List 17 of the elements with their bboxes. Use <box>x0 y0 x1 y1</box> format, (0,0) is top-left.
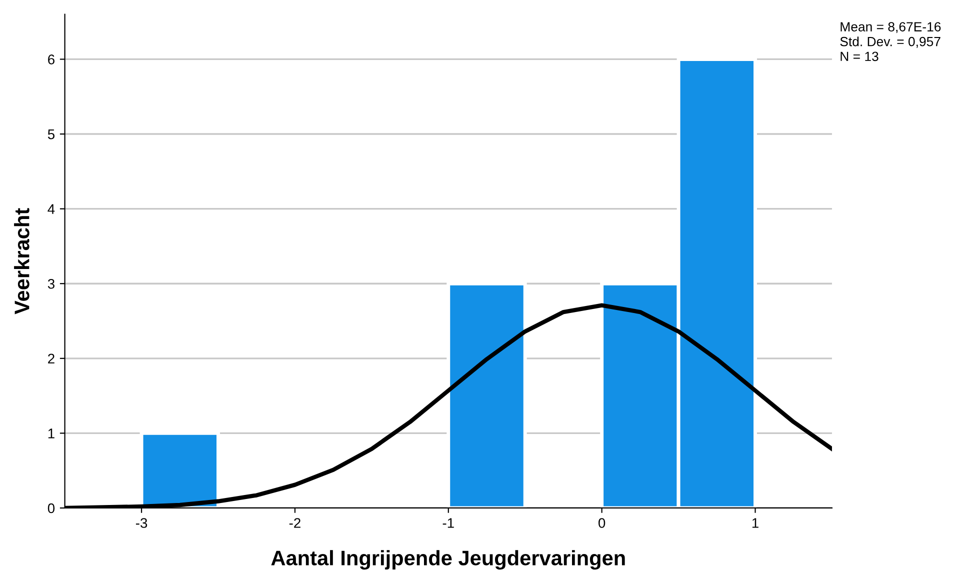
y-axis-title: Veerkracht <box>14 208 30 314</box>
y-tick-label: 5 <box>48 130 54 140</box>
y-tick-label: 1 <box>48 428 54 438</box>
text: Std. Dev. = 0,957 <box>840 36 940 48</box>
x-tick-label: -1 <box>442 518 454 528</box>
x-tick-label: -2 <box>289 518 300 528</box>
y-tick-label: 0 <box>48 503 55 514</box>
y-tick-label: 2 <box>48 354 54 364</box>
x-tick-label: 0 <box>598 518 606 528</box>
x-tick-label: 1 <box>752 518 758 528</box>
y-tick-label: 6 <box>48 54 54 64</box>
text: Mean = 8,67E-16 <box>840 22 941 34</box>
y-tick-label: 4 <box>48 204 55 214</box>
x-axis-title: Aantal Ingrijpende Jeugdervaringen <box>271 550 625 570</box>
x-tick-label: -3 <box>136 518 148 528</box>
text: N = 13 <box>840 52 878 62</box>
y-tick-label: 3 <box>48 278 54 289</box>
